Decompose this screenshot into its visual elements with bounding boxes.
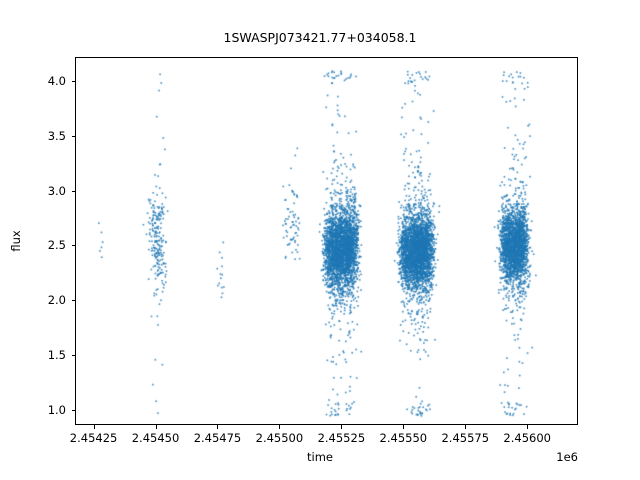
x-tick-label: 2.45475: [193, 431, 242, 445]
x-tick-label: 2.45575: [441, 431, 490, 445]
x-tick-mark: [403, 425, 405, 429]
x-axis-offset-text: 1e6: [556, 450, 578, 464]
x-tick-mark: [217, 425, 219, 429]
y-tick-mark: [71, 81, 75, 83]
y-tick-label: 4.0: [47, 74, 66, 89]
x-axis-label: time: [307, 450, 333, 464]
x-tick-mark: [93, 425, 95, 429]
y-tick-mark: [71, 135, 75, 137]
x-tick-label: 2.45525: [317, 431, 366, 445]
y-tick-label: 1.0: [47, 402, 66, 417]
y-tick-label: 1.5: [47, 347, 66, 362]
y-tick-label: 3.5: [47, 128, 66, 143]
x-tick-label: 2.45550: [379, 431, 428, 445]
x-tick-label: 2.45425: [69, 431, 118, 445]
y-tick-label: 2.5: [47, 238, 66, 253]
scatter-plot-canvas: [76, 58, 577, 424]
y-tick-mark: [71, 190, 75, 192]
x-tick-label: 2.45600: [503, 431, 551, 445]
x-tick-mark: [155, 425, 157, 429]
y-tick-mark: [71, 300, 75, 302]
x-tick-label: 2.45450: [131, 431, 180, 445]
x-tick-label: 2.45500: [255, 431, 304, 445]
y-tick-label: 2.0: [47, 293, 66, 308]
x-tick-mark: [465, 425, 467, 429]
y-tick-label: 3.0: [47, 183, 66, 198]
x-tick-mark: [279, 425, 281, 429]
y-tick-mark: [71, 409, 75, 411]
x-tick-mark: [527, 425, 529, 429]
page-title: 1SWASPJ073421.77+034058.1: [223, 30, 417, 45]
plot-axes-area: [75, 57, 578, 425]
x-tick-mark: [341, 425, 343, 429]
y-tick-mark: [71, 245, 75, 247]
y-tick-mark: [71, 354, 75, 356]
y-axis-label: flux: [9, 230, 23, 252]
